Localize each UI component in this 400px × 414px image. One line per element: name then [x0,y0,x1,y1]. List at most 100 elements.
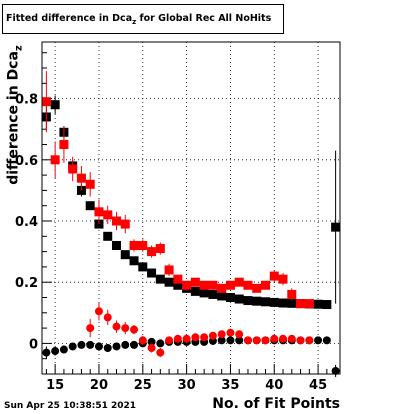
data-point-circle [147,343,156,352]
data-point-square [287,289,297,299]
data-point-circle [252,336,261,345]
data-point-circle [270,334,279,343]
data-point-circle [191,333,200,342]
data-point-square [208,289,218,299]
data-point-square [147,268,157,278]
data-point-circle [103,343,112,352]
data-point-square [173,280,183,290]
data-point-circle [156,348,165,357]
data-point-circle [51,347,60,356]
data-point-circle [42,348,51,357]
data-point-circle [331,366,340,375]
data-point-square [138,262,148,272]
data-point-circle [86,324,95,333]
data-point-square [243,296,253,306]
data-point-circle [86,340,95,349]
data-point-circle [156,339,165,348]
data-marks [41,71,341,378]
data-point-circle [165,336,174,345]
data-point-square [155,244,165,254]
data-point-circle [173,334,182,343]
x-tick-label: 20 [90,378,108,393]
data-point-square [261,280,270,290]
data-point-square [68,164,78,174]
data-point-circle [322,336,331,345]
data-point-circle [121,340,130,349]
data-point-square [103,231,113,241]
data-point-square [112,240,121,250]
y-axis-label: difference in Dcaz [5,45,25,185]
x-tick-label: 25 [134,378,152,393]
data-point-square [41,97,51,107]
data-point-square [278,274,288,284]
data-point-square [269,271,279,281]
data-point-circle [208,331,217,340]
data-point-square [217,283,227,293]
data-point-square [120,250,130,260]
data-point-square [225,280,235,290]
data-point-circle [112,342,121,351]
data-point-circle [235,330,244,339]
data-point-square [190,286,200,296]
x-tick-label: 45 [309,378,327,393]
data-point-circle [94,307,103,316]
title-box: Fitted difference in Dcaz for Global Rec… [2,4,284,34]
data-point-square [112,216,121,226]
data-point-circle [296,336,305,345]
data-point-square [129,256,139,266]
data-point-square [147,247,157,257]
data-point-square [313,299,323,309]
plot-frame [41,41,341,375]
data-point-circle [121,324,130,333]
data-point-circle [59,345,68,354]
data-point-square [50,155,60,165]
y-tick-label: 0.6 [15,154,38,169]
data-point-square [129,240,139,250]
data-point-square [225,293,235,303]
y-tick-label: 0.4 [15,215,38,230]
y-tick-label: 0.2 [15,276,38,291]
data-point-square [304,299,314,309]
data-point-circle [130,340,139,349]
data-point-square [331,222,341,232]
data-point-square [85,179,95,189]
data-point-square [234,294,244,304]
data-point-square [173,274,183,284]
x-tick-label: 40 [265,378,283,393]
data-point-circle [217,336,226,345]
x-axis-label: No. of Fit Points [212,396,340,412]
data-point-square [190,277,200,287]
data-point-circle [130,325,139,334]
data-point-circle [279,334,288,343]
x-tick-label: 35 [221,378,239,393]
data-point-square [217,291,227,301]
data-point-square [120,219,130,229]
data-point-circle [68,342,77,351]
data-point-square [243,280,253,290]
x-tick-label: 30 [178,378,196,393]
data-point-circle [103,313,112,322]
data-point-circle [314,336,323,345]
data-point-circle [217,330,226,339]
data-point-square [103,210,113,220]
data-point-circle [94,342,103,351]
y-tick-label: 0 [29,337,38,352]
data-point-circle [305,336,314,345]
data-point-square [208,280,218,290]
data-point-square [296,299,306,309]
data-point-circle [182,334,191,343]
data-point-circle [235,336,244,345]
data-point-circle [112,322,121,331]
data-point-square [155,274,165,284]
data-point-square [76,173,86,183]
data-point-square [287,298,297,308]
data-point-square [182,280,192,290]
chart-title: Fitted difference in Dcaz for Global Rec… [6,13,272,26]
data-point-circle [77,340,86,349]
data-point-square [138,240,148,250]
data-point-square [94,207,104,217]
data-point-square [199,288,209,298]
date-stamp: Sun Apr 25 10:38:51 2021 [4,401,137,411]
data-point-circle [226,336,235,345]
